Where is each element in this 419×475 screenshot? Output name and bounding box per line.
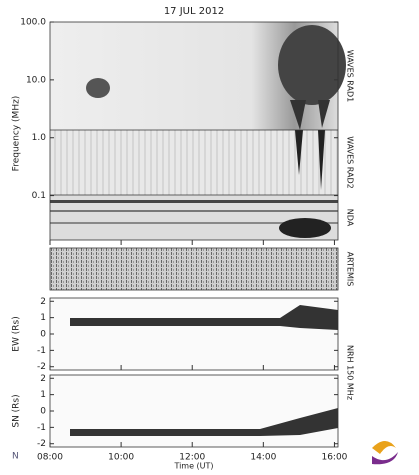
y-tick-label: 2	[40, 374, 46, 384]
y-tick-label: -2	[37, 439, 46, 449]
y-tick-label: 0.1	[32, 191, 46, 201]
y-tick-label: 1	[40, 390, 46, 400]
y-axis-label: EW (Rs)	[12, 316, 22, 351]
y-tick-label: -2	[37, 362, 46, 372]
y-tick-label: 0	[40, 330, 46, 340]
logo-letter: N	[12, 452, 19, 462]
y-tick-label: 10.0	[26, 75, 46, 85]
y-axis-label: Frequency (MHz)	[12, 96, 22, 172]
panel-label: WAVES RAD1	[346, 50, 355, 103]
spectrogram-image	[50, 22, 346, 447]
x-axis-label: Time (UT)	[173, 462, 213, 471]
x-tick-label: 10:00	[108, 453, 134, 463]
panel-label: ARTEMIS	[346, 252, 355, 287]
logo: N	[12, 441, 398, 465]
y-tick-label: 0	[40, 407, 46, 417]
y-tick-label: 1	[40, 313, 46, 323]
chart-title: 17 JUL 2012	[164, 6, 224, 17]
panel-label: NDA	[346, 209, 355, 227]
y-tick-label: 100.0	[20, 18, 46, 28]
panel-label: NRH 150 MHz	[346, 345, 355, 400]
y-tick-label: -1	[37, 346, 46, 356]
x-tick-label: 16:00	[321, 453, 347, 463]
x-tick-label: 12:00	[179, 453, 205, 463]
panel-label: WAVES RAD2	[346, 136, 355, 189]
y-tick-label: 1.0	[32, 133, 47, 143]
panel-frames	[49, 21, 339, 448]
y-tick-label: -1	[37, 423, 46, 433]
x-tick-label: 14:00	[250, 453, 276, 463]
y-tick-label: 2	[40, 297, 46, 307]
y-axis-label: SN (Rs)	[12, 394, 22, 427]
x-tick-label: 08:00	[37, 453, 63, 463]
